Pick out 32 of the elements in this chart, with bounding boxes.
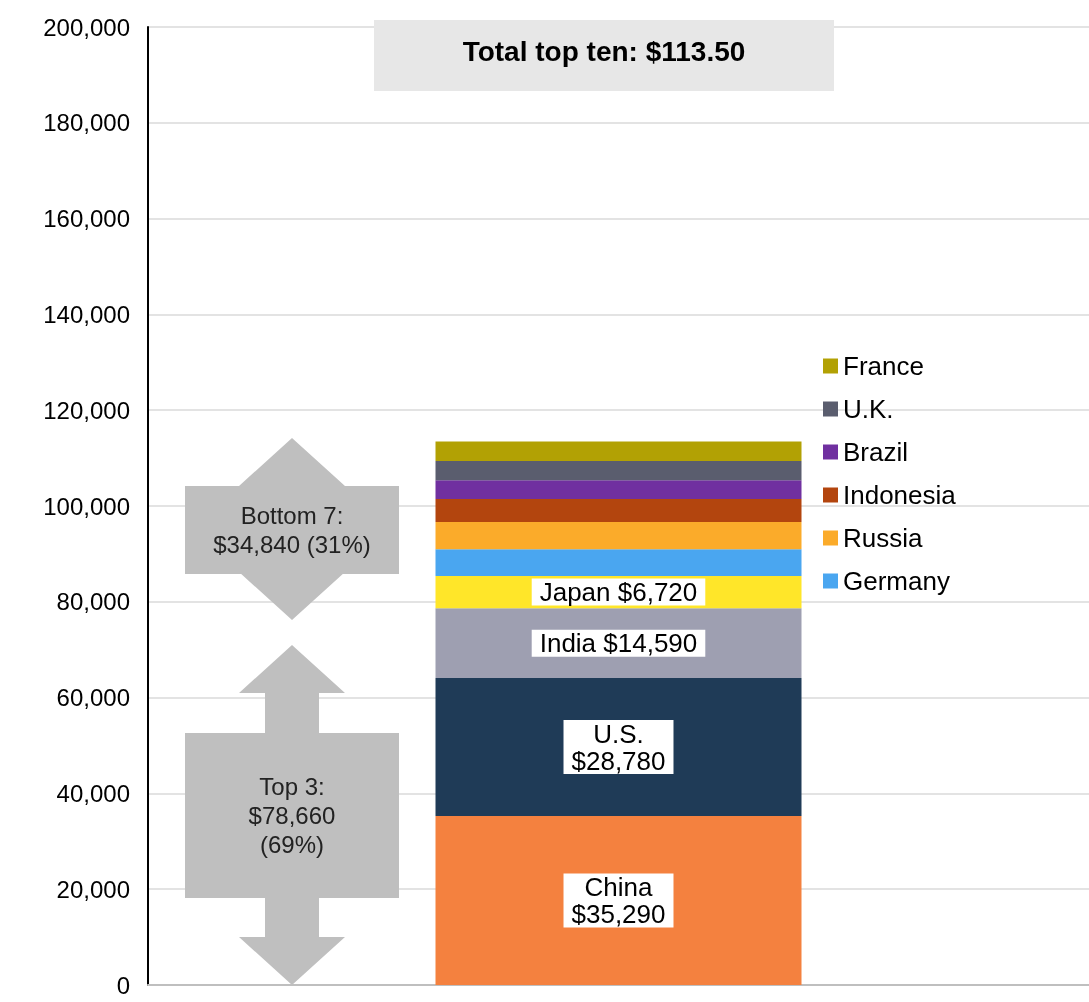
legend-label: France bbox=[843, 351, 924, 381]
bar bbox=[435, 815, 802, 985]
legend-label: Brazil bbox=[843, 437, 909, 467]
bar bbox=[435, 549, 802, 577]
y-tick-label: 40,000 bbox=[56, 779, 130, 807]
bar bbox=[435, 678, 802, 816]
y-tick-label: 0 bbox=[116, 971, 130, 999]
data-label: Japan $6,720 bbox=[539, 577, 698, 608]
y-tick-label: 200,000 bbox=[43, 13, 130, 41]
legend-label: U.K. bbox=[843, 394, 894, 424]
bar bbox=[435, 441, 802, 462]
y-tick-label: 100,000 bbox=[43, 492, 130, 520]
y-tick-label: 140,000 bbox=[43, 300, 130, 328]
data-label: China $35,290 bbox=[571, 871, 666, 929]
annotation: Top 3: $78,660 (69%) bbox=[247, 772, 337, 859]
bar bbox=[435, 498, 802, 522]
bar bbox=[435, 461, 802, 481]
data-label: U.S. $28,780 bbox=[571, 718, 666, 776]
y-tick-label: 160,000 bbox=[43, 205, 130, 233]
y-tick-label: 60,000 bbox=[56, 684, 130, 712]
y-tick-label: 120,000 bbox=[43, 396, 130, 424]
legend-label: Germany bbox=[843, 566, 950, 596]
legend-label: Indonesia bbox=[843, 480, 957, 510]
data-label: India $14,590 bbox=[539, 628, 698, 659]
y-tick-label: 80,000 bbox=[56, 588, 130, 616]
annotation: Bottom 7: $34,840 (31%) bbox=[212, 501, 372, 559]
bar bbox=[435, 480, 802, 499]
y-tick-label: 20,000 bbox=[56, 875, 130, 903]
bar bbox=[435, 521, 802, 550]
y-tick-label: 180,000 bbox=[43, 109, 130, 137]
chart-title: Total top ten: $113.50 bbox=[461, 35, 747, 69]
legend-label: Russia bbox=[843, 523, 924, 553]
